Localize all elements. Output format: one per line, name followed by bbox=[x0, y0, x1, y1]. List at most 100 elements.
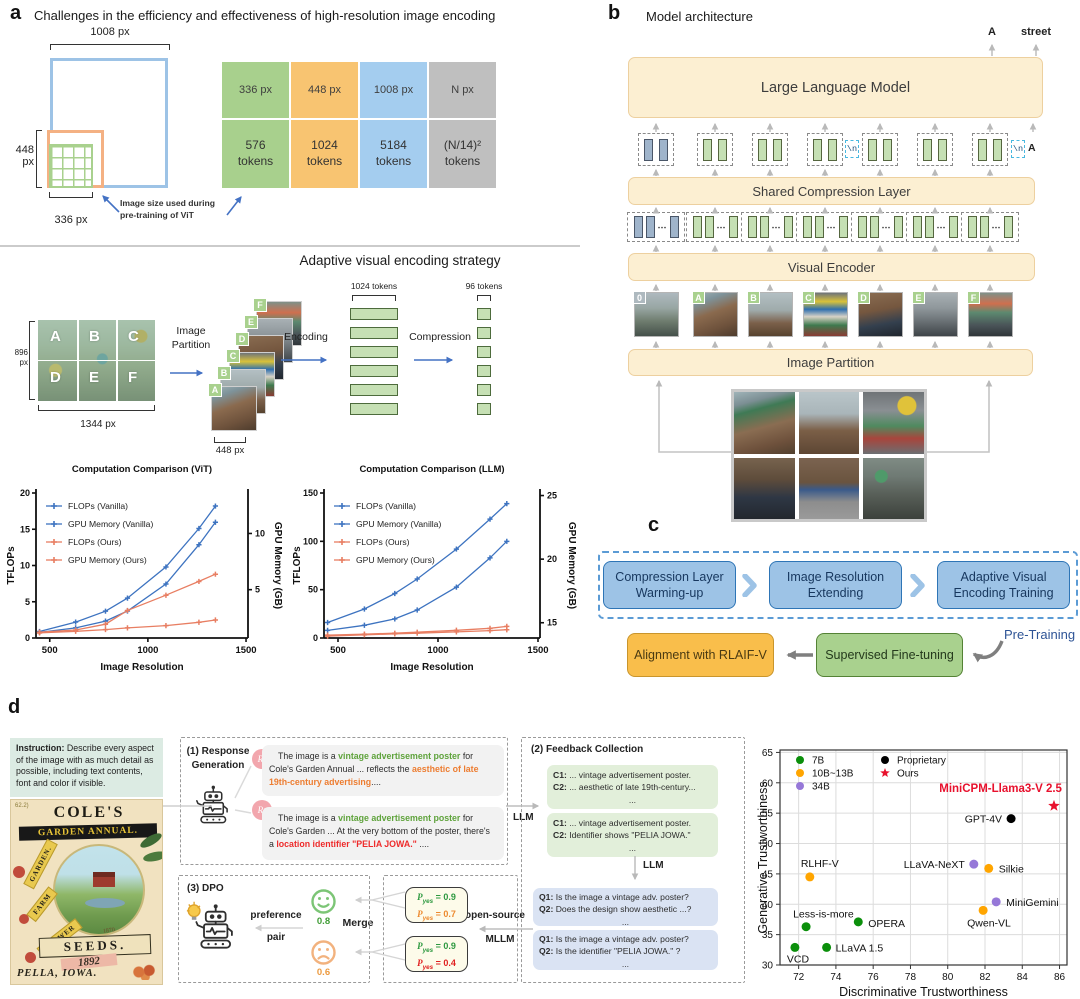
text-line: C2: Identifier shows "PELIA JOWA." bbox=[553, 830, 691, 841]
partition-letter: C bbox=[128, 328, 139, 345]
token bbox=[703, 138, 712, 161]
text-segment: .... bbox=[371, 776, 381, 787]
figure-element: MiniCPM-Llama3-V 2.5 bbox=[939, 783, 1062, 795]
step-resolution-extending: Image Resolution Extending bbox=[769, 561, 902, 609]
figure-element: 60 bbox=[762, 778, 774, 789]
panel-a-title: Challenges in the efficiency and effecti… bbox=[34, 8, 496, 23]
figure-element bbox=[208, 794, 213, 799]
pyes-line: Pyes = 0.7 bbox=[417, 909, 456, 922]
text-segment: for Cole's Garden Annual ... reflects th… bbox=[269, 751, 474, 774]
newline-token-chip: \n bbox=[1011, 140, 1025, 158]
token bbox=[692, 216, 702, 238]
figure-element: 10 bbox=[255, 528, 265, 538]
tile-label-chip: E bbox=[244, 315, 258, 329]
token bbox=[893, 216, 903, 238]
figure-element: 20 bbox=[547, 554, 557, 564]
figure-element bbox=[822, 942, 832, 952]
token bbox=[728, 216, 738, 238]
figure-element bbox=[796, 782, 804, 790]
feedback-1: C1: ... vintage advertisement poster. C2:… bbox=[547, 813, 718, 857]
token-table-tokens-cell: 5184 tokens bbox=[360, 120, 427, 188]
figure-element: 35 bbox=[762, 930, 774, 941]
tile-label-chip: F bbox=[253, 298, 267, 312]
token-count: 5184 bbox=[380, 138, 407, 153]
chevron-right-icon bbox=[910, 574, 925, 597]
figure-element bbox=[742, 574, 757, 597]
figure-element: 150 bbox=[303, 488, 318, 498]
sft-box: Supervised Fine-tuning bbox=[816, 633, 963, 677]
figure-element bbox=[311, 940, 336, 965]
token-table-column: 1008 px 5184 tokens bbox=[360, 62, 427, 188]
image-slice-thumbnail: E bbox=[912, 291, 958, 337]
figure-element bbox=[222, 805, 228, 813]
thumbnail-label-chip: F bbox=[967, 291, 980, 304]
encoding-step-label: Encoding bbox=[284, 331, 328, 343]
figure-element bbox=[212, 519, 219, 525]
label-448px: 448 px bbox=[15, 144, 34, 168]
panel-a-divider bbox=[0, 245, 580, 247]
token bbox=[633, 216, 643, 238]
partition-letter: A bbox=[50, 328, 61, 345]
square-336-grid bbox=[49, 144, 93, 188]
figure-element bbox=[339, 557, 345, 563]
open-source-label: open-source bbox=[464, 910, 525, 921]
output-token-street: street bbox=[1021, 26, 1051, 38]
figure-element: yes bbox=[422, 963, 434, 971]
figure-element: 1000 bbox=[137, 645, 158, 656]
image-slice-thumbnail: D bbox=[857, 291, 903, 337]
figure-element: R bbox=[257, 805, 264, 815]
figure-element: 100 bbox=[303, 536, 318, 546]
figure-element bbox=[51, 539, 57, 545]
instruction-text: Describe every aspect of the image with … bbox=[16, 743, 154, 788]
figure-element: TFLOPs bbox=[6, 546, 17, 585]
figure-element: 65 bbox=[762, 748, 774, 759]
token-group bbox=[697, 133, 733, 166]
text-line: ... bbox=[621, 958, 630, 969]
figure-element bbox=[195, 904, 233, 949]
pyes-pair-2: Pyes = 0.9 Pyes = 0.4 bbox=[405, 936, 468, 972]
figure-element: Less-is-more bbox=[793, 909, 854, 921]
figure-element bbox=[318, 897, 321, 900]
partition-letter: D bbox=[50, 369, 61, 386]
figure-element: Q2: bbox=[539, 904, 554, 915]
questions-1: Q1: Is the image a vintage adv. poster? Q… bbox=[533, 930, 718, 970]
encoded-token-bar bbox=[350, 384, 398, 396]
figure-element: 78 bbox=[905, 972, 917, 983]
figure-element bbox=[361, 606, 367, 612]
compression-step-label: Compression bbox=[409, 331, 471, 343]
figure-element bbox=[102, 626, 109, 633]
mllm-label: MLLM bbox=[485, 934, 515, 945]
encoded-token-bar bbox=[350, 403, 398, 415]
token-group bbox=[862, 133, 898, 166]
figure-element bbox=[163, 592, 169, 598]
compressed-token-bar bbox=[477, 346, 491, 358]
ellipsis: ⋯ bbox=[991, 221, 1001, 232]
text-segment: The image is a bbox=[278, 751, 339, 761]
response-generation-title: (1) Response Generation bbox=[186, 746, 250, 771]
figure-element bbox=[124, 625, 131, 631]
figure-element: 1500 bbox=[235, 645, 256, 656]
token-unit: tokens bbox=[306, 154, 343, 168]
token-group: ⋯ bbox=[906, 212, 964, 242]
figure-element bbox=[325, 619, 331, 626]
encoded-token-bar bbox=[350, 308, 398, 320]
figure-element bbox=[881, 756, 889, 764]
figure-element bbox=[218, 818, 221, 821]
figure-element bbox=[163, 623, 169, 629]
poster-ribbon: FARM bbox=[26, 885, 59, 923]
tile-label-chip: C bbox=[226, 349, 240, 363]
token-count: (N/14)² bbox=[443, 138, 482, 153]
dpo-box bbox=[178, 875, 370, 983]
text-segment: The image is a bbox=[278, 813, 339, 823]
text-segment: .... bbox=[416, 838, 430, 849]
compressed-token-bar bbox=[477, 327, 491, 339]
preference-label: preference bbox=[250, 910, 302, 921]
figure-element: 5 bbox=[25, 597, 30, 607]
alignment-rlaifv-box: Alignment with RLAIF-V bbox=[627, 633, 774, 677]
figure-element bbox=[392, 590, 398, 597]
figure-element: LLaVA 1.5 bbox=[836, 942, 884, 954]
figure-element bbox=[978, 905, 988, 915]
figure-element bbox=[124, 607, 131, 614]
thumbnail-label-chip: C bbox=[802, 291, 815, 304]
visual-encoder-box: Visual Encoder bbox=[628, 253, 1035, 281]
